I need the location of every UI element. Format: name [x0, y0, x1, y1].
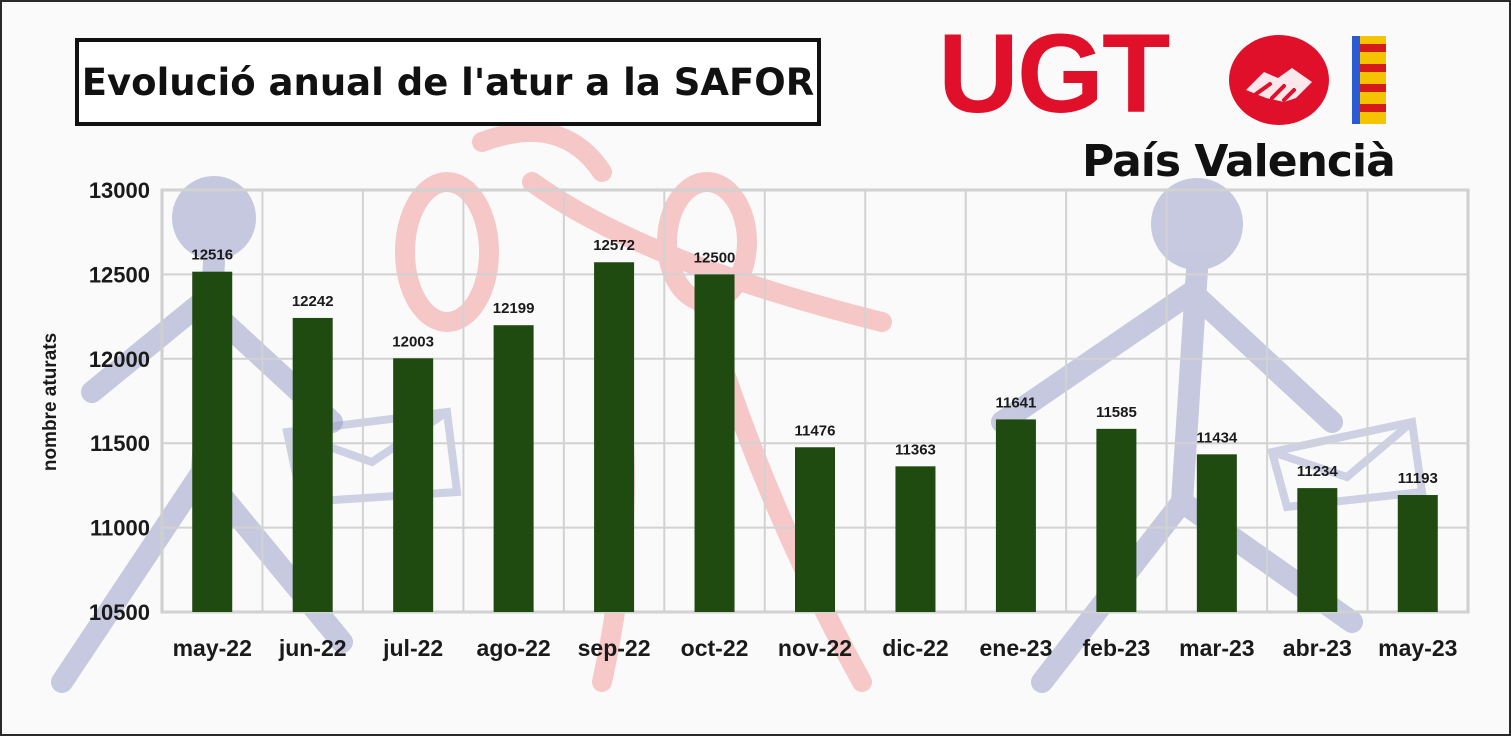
data-label: 12242: [292, 293, 334, 310]
data-label: 12199: [493, 300, 535, 317]
x-tick-label: jul-22: [382, 635, 443, 661]
y-tick-label: 11500: [90, 431, 150, 456]
y-tick-label: 11000: [90, 516, 150, 541]
chart-title: Evolució anual de l'atur a la SAFOR: [81, 60, 815, 104]
x-tick-label: nov-22: [778, 635, 852, 661]
bar: [1297, 488, 1338, 612]
ugt-logo-subtitle: País Valencià: [1082, 136, 1396, 187]
bar: [393, 358, 434, 612]
data-label: 11476: [795, 422, 836, 439]
x-tick-label: dic-22: [882, 635, 948, 661]
bar: [1196, 454, 1237, 612]
bar: [1397, 495, 1438, 612]
y-tick-label: 13000: [89, 178, 150, 203]
data-labels: 12516 12242 12003 12199 12572 12500 11476 11363…: [191, 237, 1437, 487]
bar: [594, 262, 635, 612]
x-tick-label: feb-23: [1083, 635, 1151, 661]
x-tick-label: oct-22: [681, 635, 749, 661]
data-label: 11234: [1297, 463, 1339, 480]
bar: [995, 419, 1036, 612]
y-axis-label: nombre aturats: [40, 333, 61, 471]
data-label: 12572: [593, 237, 635, 254]
x-tick-label: ago-22: [477, 635, 551, 661]
y-axis-ticks: 10500 11000 11500 12000 12500 13000: [89, 178, 150, 625]
bar: [795, 447, 835, 612]
y-tick-label: 12500: [89, 262, 150, 287]
chart-title-box: Evolució anual de l'atur a la SAFOR: [75, 38, 821, 126]
data-label: 12500: [694, 249, 736, 266]
x-tick-label: mar-23: [1179, 635, 1254, 661]
data-label: 11434: [1196, 429, 1238, 446]
data-label: 11193: [1398, 470, 1438, 487]
x-tick-label: sep-22: [578, 635, 651, 661]
y-tick-label: 12000: [89, 347, 150, 372]
data-label: 11641: [995, 394, 1036, 411]
y-tick-label: 10500: [89, 600, 150, 625]
x-tick-label: jun-22: [278, 635, 347, 661]
bar: [694, 274, 735, 612]
x-tick-label: ene-23: [979, 635, 1052, 661]
bars: [192, 262, 1438, 612]
bar: [895, 466, 936, 612]
data-label: 12003: [392, 333, 434, 350]
handshake-icon: [1229, 35, 1329, 125]
data-label: 12516: [191, 247, 233, 264]
x-axis-ticks: may-22 jun-22 jul-22 ago-22 sep-22 oct-22 nov-…: [173, 635, 1458, 661]
bar: [493, 325, 534, 612]
x-tick-label: abr-23: [1283, 635, 1352, 661]
data-label: 11585: [1096, 404, 1137, 421]
ugt-logo-text: UGT: [938, 11, 1170, 136]
x-tick-label: may-23: [1378, 635, 1457, 661]
bar: [292, 317, 333, 612]
senyera-flag-icon: [1352, 36, 1386, 124]
data-label: 11363: [895, 441, 936, 458]
bar: [1096, 428, 1137, 612]
x-tick-label: may-22: [173, 635, 252, 661]
bar: [192, 271, 233, 612]
